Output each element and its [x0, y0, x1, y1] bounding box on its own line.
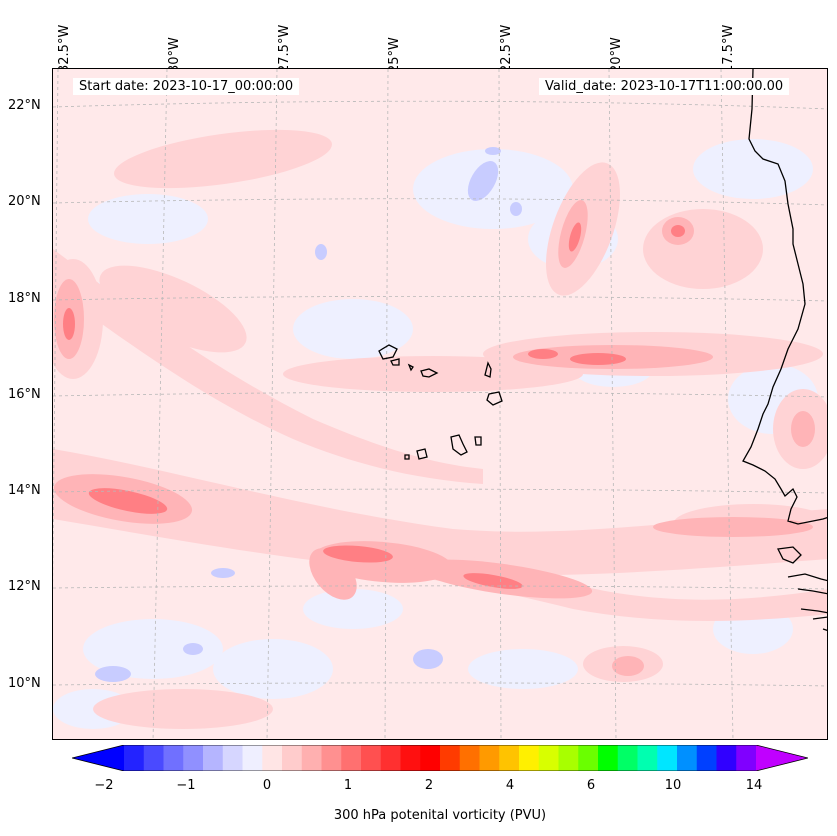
lat-label-20n: 20°N — [8, 194, 41, 209]
cbar-tick-4: 4 — [505, 778, 515, 793]
colorbar-segment — [222, 745, 243, 771]
cbar-tick-2: 2 — [424, 778, 434, 793]
colorbar-segment — [499, 745, 520, 771]
lat-label-16n: 16°N — [8, 387, 41, 402]
colorbar-segment — [301, 745, 322, 771]
colorbar-segment — [163, 745, 184, 771]
colorbar-segment — [282, 745, 303, 771]
cbar-tick-0: 0 — [262, 778, 272, 793]
colorbar-segment — [479, 745, 500, 771]
colorbar-segment — [321, 745, 342, 771]
colorbar — [72, 745, 808, 771]
africa-coastline — [742, 69, 827, 525]
colorbar-segment — [696, 745, 717, 771]
coastlines — [742, 69, 827, 632]
cbar-tick-14: 14 — [745, 778, 763, 793]
colorbar-segment — [538, 745, 559, 771]
colorbar-segment — [341, 745, 362, 771]
graticule — [53, 69, 827, 739]
colorbar-segment — [124, 745, 145, 771]
colorbar-segment — [420, 745, 441, 771]
colorbar-segment — [657, 745, 678, 771]
colorbar-segment — [380, 745, 401, 771]
start-date-label: Start date: 2023-10-17_00:00:00 — [73, 78, 300, 95]
cbar-tick-6: 6 — [586, 778, 596, 793]
colorbar-segment — [716, 745, 737, 771]
lat-label-10n: 10°N — [8, 676, 41, 691]
colorbar-extend-max — [756, 745, 808, 771]
colorbar-title: 300 hPa potenital vorticity (PVU) — [333, 808, 547, 823]
colorbar-segment — [598, 745, 619, 771]
colorbar-segment — [143, 745, 164, 771]
pv-field-map — [53, 69, 827, 739]
lat-label-18n: 18°N — [8, 291, 41, 306]
colorbar-segment — [558, 745, 579, 771]
colorbar-segment — [400, 745, 421, 771]
lat-label-22n: 22°N — [8, 98, 41, 113]
lon-label-32-5w: 32.5°W — [57, 24, 72, 73]
colorbar-segment — [519, 745, 540, 771]
colorbar-segment — [617, 745, 638, 771]
cbar-tick-neg1: −1 — [176, 778, 196, 793]
lon-label-17-5w: 17.5°W — [721, 24, 736, 73]
valid-date-label: Valid_date: 2023-10-17T11:00:00.00 — [539, 78, 790, 95]
colorbar-segment — [203, 745, 224, 771]
colorbar-segment — [578, 745, 599, 771]
colorbar-segment — [440, 745, 461, 771]
lat-label-14n: 14°N — [8, 483, 41, 498]
colorbar-segment — [361, 745, 382, 771]
cbar-tick-1: 1 — [343, 778, 353, 793]
colorbar-segment — [459, 745, 480, 771]
lon-label-22-5w: 22.5°W — [499, 24, 514, 73]
colorbar-segment — [637, 745, 658, 771]
lon-label-27-5w: 27.5°W — [277, 24, 292, 73]
colorbar-segment — [736, 745, 757, 771]
colorbar-segment — [677, 745, 698, 771]
colorbar-segment — [183, 745, 204, 771]
colorbar-segment — [262, 745, 283, 771]
lat-label-12n: 12°N — [8, 579, 41, 594]
colorbar-extend-min — [72, 745, 124, 771]
positive-pv-cores — [63, 222, 685, 589]
cbar-tick-10: 10 — [664, 778, 682, 793]
colorbar-segment — [242, 745, 263, 771]
cbar-tick-neg2: −2 — [94, 778, 114, 793]
map-panel[interactable] — [52, 68, 828, 740]
cape-verde-islands — [378, 344, 503, 460]
